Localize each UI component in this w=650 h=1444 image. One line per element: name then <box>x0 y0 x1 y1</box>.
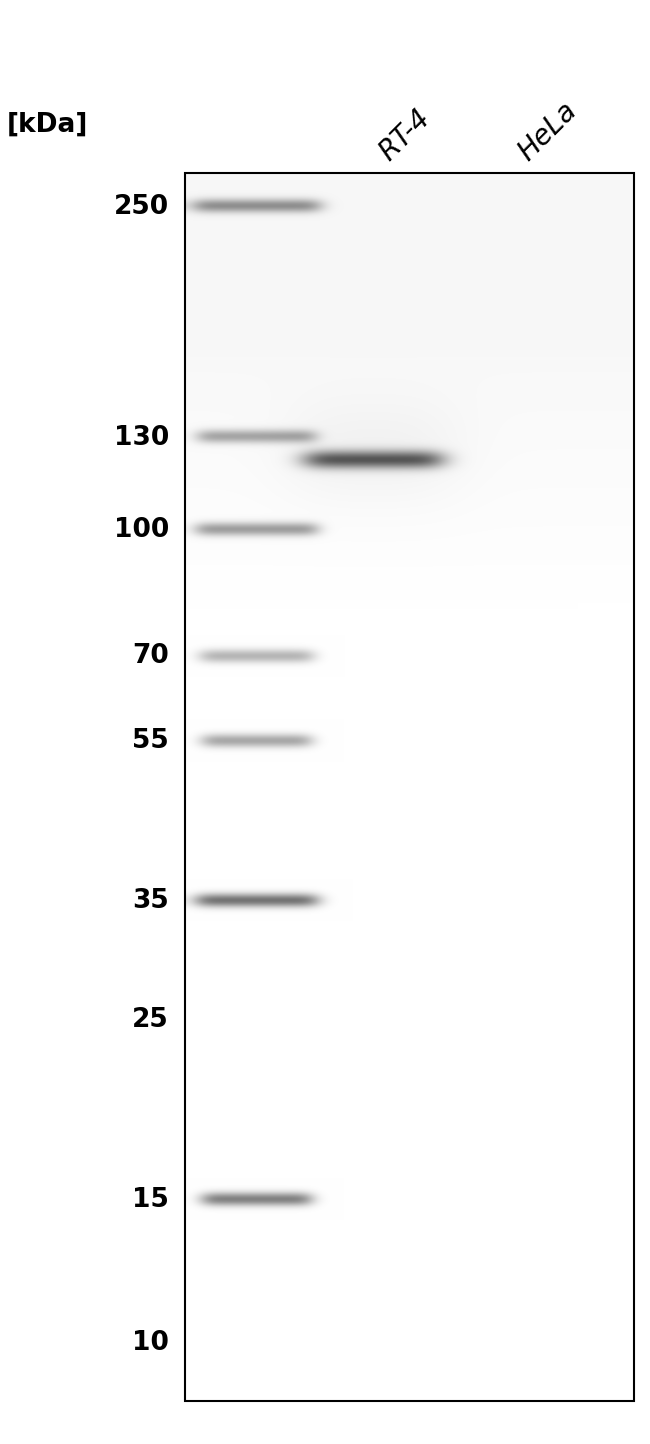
Text: [kDa]: [kDa] <box>6 111 88 137</box>
Text: 35: 35 <box>132 888 169 914</box>
Text: 10: 10 <box>132 1330 169 1356</box>
Text: RT-4: RT-4 <box>374 104 436 166</box>
Text: 130: 130 <box>114 425 169 451</box>
Text: 70: 70 <box>132 644 169 670</box>
Text: 15: 15 <box>132 1187 169 1213</box>
Text: 100: 100 <box>114 517 169 543</box>
Text: 25: 25 <box>132 1006 169 1032</box>
Text: 55: 55 <box>132 728 169 754</box>
Text: HeLa: HeLa <box>513 97 582 166</box>
Bar <box>185 173 634 1401</box>
Text: 250: 250 <box>114 193 169 219</box>
